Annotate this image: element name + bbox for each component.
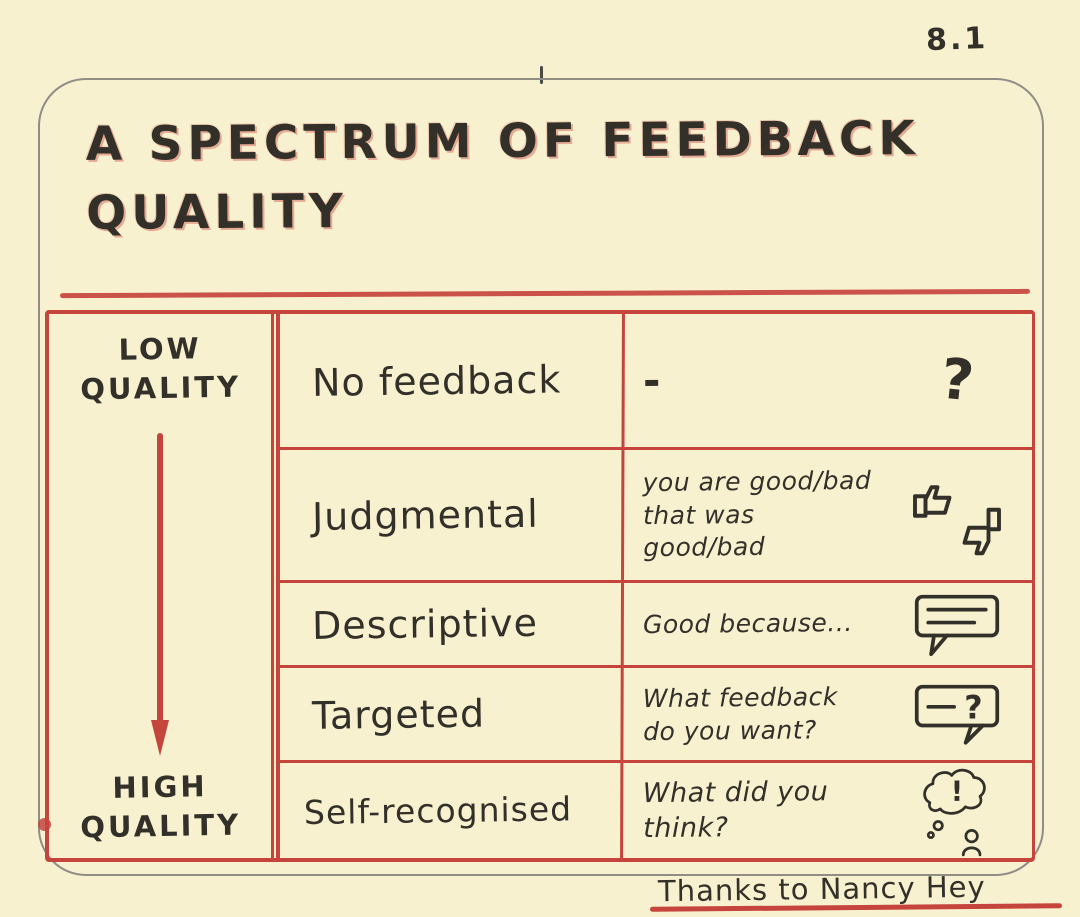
row-example: What feedback do you want?: [642, 681, 838, 746]
row-label: Self-recognised: [303, 789, 573, 833]
quality-arrow-down-icon: [151, 433, 169, 756]
row-example: -: [642, 356, 662, 406]
cloud-exclamation-glyph: !: [951, 776, 963, 807]
bubble-question-glyph: ?: [964, 690, 982, 726]
row-icon-cell: !: [882, 765, 1032, 857]
row-icon-cell: ?: [882, 679, 1032, 749]
row-example: you are good/bad that was good/bad: [642, 465, 872, 563]
row-example: What did you think?: [642, 776, 829, 845]
feedback-spectrum-table: LOW QUALITY HIGH QUALITY No feedback - ?…: [45, 310, 1035, 862]
table-row: Judgmental you are good/bad that was goo…: [280, 450, 1032, 583]
row-icon-cell: [882, 472, 1032, 558]
credit-text: Thanks to Nancy Hey: [657, 869, 986, 909]
page-number: 8.1: [925, 20, 989, 59]
speech-bubble-question-icon: ?: [914, 684, 1000, 745]
row-example: Good because...: [642, 607, 853, 639]
row-label: No feedback: [311, 356, 562, 405]
quality-axis: LOW QUALITY HIGH QUALITY: [49, 314, 271, 858]
table-row: No feedback - ?: [280, 314, 1032, 450]
table-row: Self-recognised What did you think? !: [280, 763, 1032, 858]
row-label: Descriptive: [311, 600, 539, 648]
speech-bubble-icon: [914, 594, 1000, 657]
center-tick-mark: [540, 66, 543, 84]
title-line-1: A SPECTRUM OF FEEDBACK: [85, 111, 921, 172]
title-line-2: QUALITY: [86, 184, 349, 241]
low-quality-label: LOW QUALITY: [79, 331, 242, 407]
table-rows: No feedback - ? Judgmental you are good/…: [280, 314, 1032, 858]
question-mark-icon: ?: [937, 346, 977, 415]
rounded-frame: [38, 78, 1044, 876]
table-row: Descriptive Good because...: [280, 583, 1032, 668]
high-quality-label: HIGH QUALITY: [79, 768, 242, 845]
row-icon-cell: [882, 589, 1032, 659]
axis-divider-line: [271, 314, 280, 858]
row-icon-cell: ?: [882, 346, 1032, 415]
row-label: Targeted: [311, 691, 486, 738]
table-row: Targeted What feedback do you want? ?: [280, 668, 1032, 763]
thought-cloud-person-icon: !: [923, 768, 986, 856]
page-title: A SPECTRUM OF FEEDBACK QUALITY: [85, 111, 921, 241]
thumbs-up-down-icon: [913, 485, 1001, 556]
row-label: Judgmental: [311, 491, 540, 539]
